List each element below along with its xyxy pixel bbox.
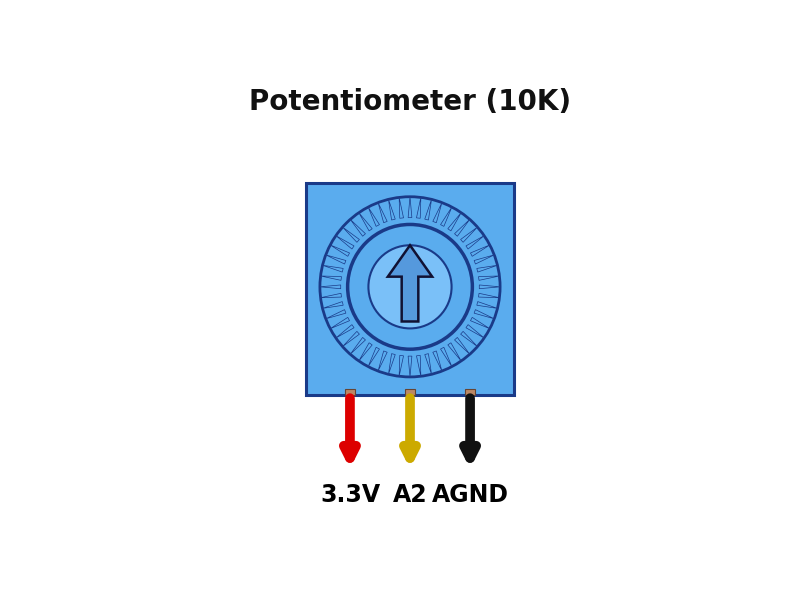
Circle shape <box>369 245 451 328</box>
Polygon shape <box>425 353 431 374</box>
Polygon shape <box>474 310 494 319</box>
Polygon shape <box>322 265 343 272</box>
Polygon shape <box>470 245 490 256</box>
Polygon shape <box>322 302 343 308</box>
Polygon shape <box>336 236 354 249</box>
Polygon shape <box>461 227 478 242</box>
Polygon shape <box>441 207 452 226</box>
Text: AGND: AGND <box>431 483 509 507</box>
Polygon shape <box>326 310 346 319</box>
Polygon shape <box>320 285 341 289</box>
Polygon shape <box>342 227 359 242</box>
Polygon shape <box>336 325 354 338</box>
Polygon shape <box>388 245 432 322</box>
Polygon shape <box>350 337 366 354</box>
Polygon shape <box>359 212 372 231</box>
Polygon shape <box>478 293 499 298</box>
Polygon shape <box>454 337 470 354</box>
Polygon shape <box>477 265 498 272</box>
Polygon shape <box>321 276 342 280</box>
Polygon shape <box>466 236 484 249</box>
Polygon shape <box>433 351 442 371</box>
Polygon shape <box>417 355 421 376</box>
Polygon shape <box>378 203 387 223</box>
Polygon shape <box>321 293 342 298</box>
Polygon shape <box>477 302 498 308</box>
Bar <box>406 389 414 395</box>
Polygon shape <box>474 255 494 264</box>
Polygon shape <box>461 331 478 347</box>
Bar <box>466 389 474 395</box>
Polygon shape <box>408 356 412 377</box>
Polygon shape <box>448 212 461 231</box>
Polygon shape <box>433 203 442 223</box>
Bar <box>346 389 354 395</box>
Circle shape <box>348 224 472 349</box>
Polygon shape <box>342 331 359 347</box>
Polygon shape <box>330 245 350 256</box>
Text: Potentiometer (10K): Potentiometer (10K) <box>249 88 571 116</box>
Polygon shape <box>389 353 395 374</box>
Polygon shape <box>350 220 366 236</box>
Polygon shape <box>466 325 484 338</box>
Circle shape <box>320 197 500 377</box>
Polygon shape <box>425 199 431 220</box>
Polygon shape <box>408 197 412 218</box>
Polygon shape <box>399 197 403 218</box>
Text: A2: A2 <box>393 483 427 507</box>
Polygon shape <box>479 285 500 289</box>
Polygon shape <box>330 317 350 329</box>
Polygon shape <box>399 355 403 376</box>
Polygon shape <box>470 317 490 329</box>
Polygon shape <box>368 347 379 367</box>
Polygon shape <box>378 351 387 371</box>
Polygon shape <box>326 255 346 264</box>
Polygon shape <box>389 199 395 220</box>
FancyBboxPatch shape <box>306 183 514 395</box>
Polygon shape <box>368 207 379 226</box>
Polygon shape <box>478 276 499 280</box>
Polygon shape <box>359 343 372 361</box>
Polygon shape <box>448 343 461 361</box>
Polygon shape <box>454 220 470 236</box>
Text: 3.3V: 3.3V <box>320 483 380 507</box>
Polygon shape <box>417 197 421 218</box>
Polygon shape <box>441 347 452 367</box>
